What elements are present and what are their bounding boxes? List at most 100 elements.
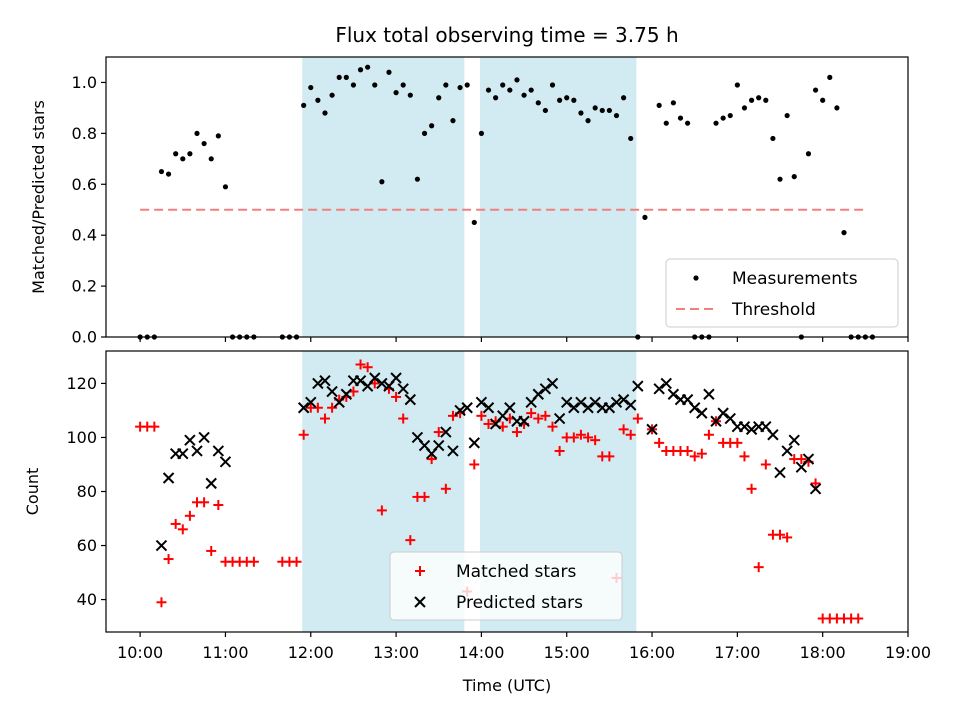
data-point (398, 413, 409, 424)
data-point (781, 445, 793, 457)
data-point (617, 393, 630, 406)
data-point (191, 445, 203, 457)
data-point (369, 372, 381, 384)
data-point (355, 359, 366, 370)
data-point (504, 402, 516, 414)
data-point (340, 388, 353, 400)
data-point (518, 415, 530, 427)
data-point (297, 402, 310, 414)
y-tick-label: 0.4 (72, 226, 97, 245)
data-point (528, 87, 534, 93)
data-point (746, 483, 757, 494)
data-point (319, 375, 331, 387)
data-point (810, 478, 821, 489)
data-point (618, 424, 629, 435)
data-point (312, 377, 324, 390)
data-point (511, 427, 522, 438)
data-point (688, 402, 701, 414)
data-point (158, 168, 165, 175)
data-point (656, 102, 662, 108)
data-point (748, 97, 755, 103)
data-point (436, 95, 442, 101)
data-point (782, 532, 793, 543)
y-tick-label: 0.8 (72, 124, 97, 143)
data-point (219, 456, 232, 468)
data-point (343, 74, 349, 80)
data-point (471, 219, 477, 226)
data-point (575, 396, 587, 409)
data-point (670, 100, 676, 106)
data-point (696, 407, 708, 419)
legend: Measurements Threshold (665, 258, 899, 328)
data-point (475, 396, 488, 409)
data-point (514, 77, 520, 83)
data-point (469, 459, 480, 470)
data-point (194, 130, 200, 136)
x-tick-label: 13:00 (373, 643, 419, 662)
data-point (440, 426, 452, 438)
data-point (689, 451, 700, 462)
data-point (163, 554, 174, 565)
data-point (575, 429, 586, 440)
data-point (696, 448, 707, 459)
data-point (796, 454, 807, 465)
y-tick-label: 0.6 (72, 175, 97, 194)
legend-marker (414, 596, 426, 608)
data-point (542, 107, 548, 114)
data-point (421, 130, 428, 136)
data-point (461, 402, 473, 414)
data-point (362, 362, 373, 373)
plot-frame (105, 56, 909, 338)
data-point (853, 613, 864, 624)
legend-entry: Measurements (732, 269, 858, 289)
data-point (447, 410, 458, 421)
data-point (390, 372, 402, 384)
data-point (213, 500, 224, 511)
data-point (419, 491, 430, 502)
data-point (180, 156, 186, 162)
data-point (540, 410, 551, 421)
data-point (312, 402, 323, 413)
data-point (414, 176, 421, 182)
data-point (450, 118, 456, 124)
data-point (753, 562, 764, 573)
data-point (404, 393, 417, 406)
data-point (738, 420, 751, 433)
data-point (533, 413, 544, 424)
data-point (155, 539, 168, 552)
data-point (767, 429, 779, 441)
x-tick-label: 12:00 (288, 643, 334, 662)
data-point (610, 396, 623, 409)
data-point (440, 483, 451, 494)
shaded-interval-2 (479, 57, 637, 337)
data-point (485, 87, 492, 93)
data-point (393, 90, 399, 96)
data-point (809, 483, 822, 495)
data-point (291, 556, 302, 567)
data-point (788, 434, 800, 446)
series-matched-stars (135, 359, 864, 624)
data-point (187, 151, 193, 157)
data-point (625, 399, 637, 411)
data-point (184, 510, 195, 521)
data-point (457, 84, 463, 91)
data-point (177, 524, 188, 535)
data-point (549, 82, 556, 88)
data-point (603, 402, 616, 414)
data-point (156, 597, 167, 608)
data-point (468, 437, 481, 449)
data-point (162, 472, 175, 484)
data-point (482, 402, 495, 414)
data-point (774, 466, 786, 479)
data-point (199, 497, 210, 508)
data-point (222, 184, 229, 190)
y-tick-label: 100 (66, 428, 97, 447)
data-point (805, 151, 812, 157)
data-point (326, 385, 338, 398)
data-point (720, 115, 726, 121)
y-axis-label: Matched/Predicted stars (29, 100, 48, 294)
data-point (841, 230, 847, 236)
data-point (315, 97, 321, 103)
data-point (763, 97, 769, 103)
